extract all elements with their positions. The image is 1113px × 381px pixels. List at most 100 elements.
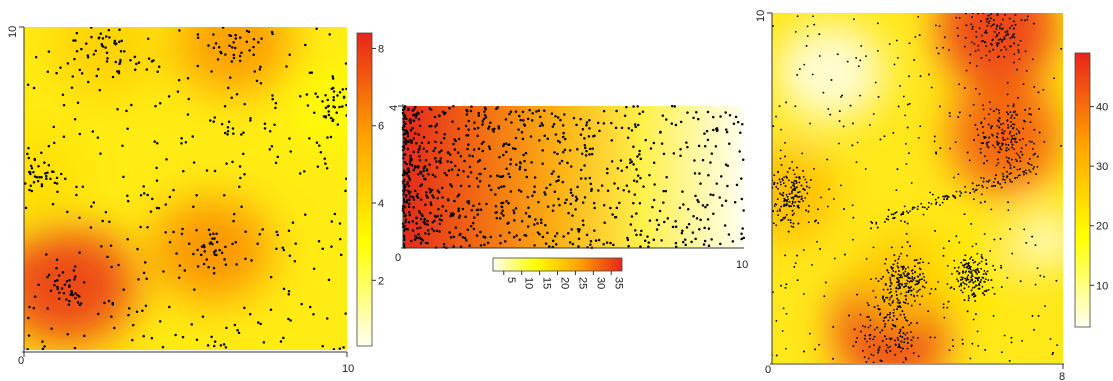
- panel-1-point: [256, 242, 259, 245]
- panel-2-point: [709, 193, 712, 196]
- panel-1-point: [45, 177, 48, 180]
- panel-2-point: [579, 177, 583, 180]
- panel-2-point: [407, 192, 411, 195]
- panel-3-point: [896, 318, 898, 321]
- panel-2-point: [433, 115, 437, 119]
- panel-3-point: [1003, 36, 1006, 39]
- panel-3-point: [907, 291, 910, 293]
- panel-2-point: [461, 207, 465, 211]
- panel-3-point: [1037, 315, 1040, 317]
- panel-2-point: [418, 124, 422, 128]
- panel-2-point: [422, 220, 425, 224]
- panel-1-point: [149, 210, 153, 213]
- panel-2-point: [492, 130, 495, 133]
- panel-2-point: [724, 128, 728, 131]
- panel-3-point: [889, 279, 892, 281]
- panel-1-point: [137, 278, 140, 281]
- panel-3-point: [911, 272, 914, 275]
- panel-3-point: [1022, 173, 1025, 176]
- panel-3-point: [992, 19, 995, 22]
- panel-3-point: [1051, 353, 1054, 356]
- panel-2-point: [426, 223, 430, 226]
- panel-3-point: [958, 285, 961, 288]
- panel-1-point: [209, 241, 213, 244]
- panel-3-point: [897, 280, 900, 283]
- panel-2-point: [406, 135, 410, 138]
- panel-3-point: [1031, 141, 1033, 143]
- panel-3-point: [1005, 147, 1008, 149]
- panel-3-point: [972, 188, 974, 191]
- panel-3-point: [1008, 157, 1010, 160]
- panel-2-colorbar-tick-label: 15: [541, 277, 553, 289]
- panel-2-point: [466, 147, 469, 151]
- panel-1-point: [207, 265, 210, 269]
- panel-3-point: [807, 221, 810, 224]
- panel-3-point: [979, 280, 982, 283]
- panel-2-point: [579, 168, 583, 172]
- panel-3-point: [784, 141, 786, 144]
- panel-3-point: [1039, 274, 1042, 277]
- panel-2-point: [420, 110, 424, 113]
- panel-1-point: [56, 190, 59, 193]
- panel-2-point: [434, 125, 437, 128]
- panel-3-point: [877, 348, 880, 351]
- panel-3-point: [875, 222, 878, 225]
- panel-2-point: [475, 234, 479, 237]
- panel-3-point: [896, 305, 899, 308]
- panel-1-point: [74, 39, 77, 42]
- panel-1-point: [113, 326, 116, 330]
- panel-2-point: [546, 137, 550, 140]
- panel-1-point: [237, 331, 241, 335]
- panel-3-point: [969, 53, 972, 56]
- panel-2-point: [498, 217, 502, 220]
- panel-2-point: [450, 168, 454, 171]
- panel-2-point: [600, 184, 604, 187]
- panel-2-point: [416, 166, 420, 169]
- panel-2-point: [625, 184, 629, 187]
- panel-3-point: [977, 345, 980, 347]
- panel-3-point: [892, 270, 895, 272]
- panel-3-point: [1010, 336, 1013, 339]
- panel-3-point: [984, 278, 987, 281]
- panel-2-point: [679, 120, 683, 124]
- panel-3-point: [976, 267, 979, 270]
- panel-3-point: [899, 306, 902, 309]
- panel-3-point: [1023, 119, 1025, 122]
- panel-2-point: [407, 174, 410, 178]
- panel-2-point: [433, 219, 436, 222]
- panel-1-point: [298, 172, 302, 175]
- panel-2-point: [664, 189, 668, 193]
- panel-3-point: [998, 31, 1001, 34]
- panel-2-point: [649, 147, 653, 150]
- panel-3-point: [917, 289, 920, 292]
- panel-1-point: [274, 106, 277, 110]
- panel-3-point: [954, 197, 957, 199]
- panel-1-point: [78, 132, 82, 136]
- panel-3-point: [906, 222, 909, 225]
- panel-3-point: [808, 186, 811, 189]
- panel-3-point: [1000, 49, 1002, 52]
- panel-3-point: [782, 205, 785, 207]
- panel-2-point: [440, 218, 443, 222]
- panel-1-point: [79, 302, 83, 305]
- panel-1-point: [243, 172, 246, 176]
- panel-3-point: [852, 216, 855, 219]
- panel-3-point: [1007, 144, 1010, 146]
- panel-3-point: [974, 189, 977, 192]
- panel-2-point: [555, 232, 559, 235]
- panel-1-point: [70, 86, 74, 90]
- panel-3-point: [899, 313, 902, 316]
- panel-2-point: [633, 229, 637, 232]
- panel-3-point: [775, 185, 778, 188]
- panel-2-point: [519, 118, 522, 122]
- panel-2-point: [451, 214, 454, 217]
- panel-2-point: [417, 172, 420, 176]
- panel-2-point: [514, 147, 517, 151]
- panel-1-point: [224, 263, 228, 266]
- panel-1-point: [110, 315, 113, 318]
- panel-1-point: [73, 57, 76, 61]
- panel-1-point: [32, 170, 35, 174]
- panel-3-point: [973, 293, 976, 295]
- panel-3-point: [891, 267, 893, 270]
- panel-3-point: [970, 272, 973, 275]
